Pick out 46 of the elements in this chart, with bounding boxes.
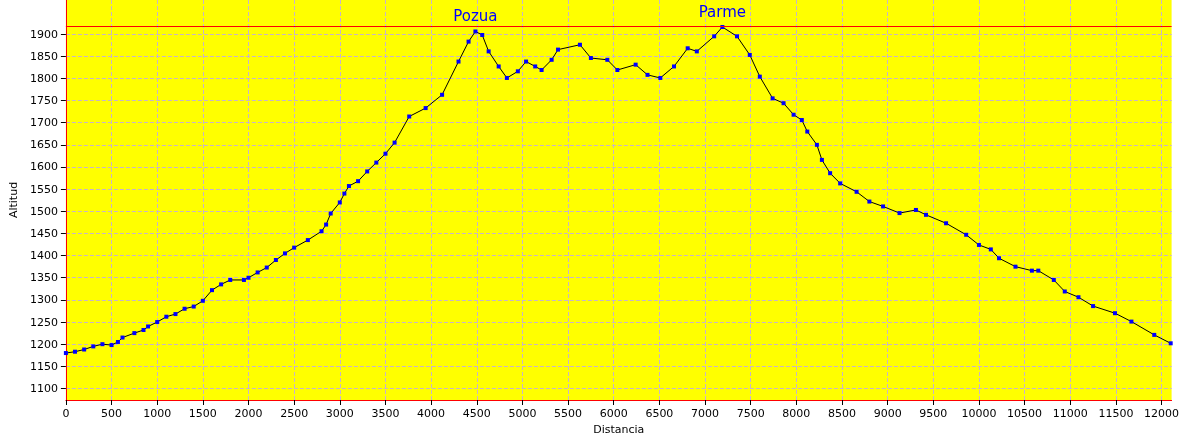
x-tick-label: 11000 xyxy=(1052,407,1088,420)
y-tick-label: 1200 xyxy=(29,337,58,351)
x-tick-label: 10000 xyxy=(961,407,997,420)
x-tick-label: 4000 xyxy=(417,407,446,420)
y-tick-label: 1250 xyxy=(29,315,58,329)
x-tick-label: 10500 xyxy=(1007,407,1043,420)
y-tick-label: 1750 xyxy=(29,94,58,108)
x-axis-title: Distancia xyxy=(593,422,645,436)
y-tick-label: 1400 xyxy=(29,249,58,263)
y-tick-label: 1100 xyxy=(29,381,58,395)
y-tick-label: 1850 xyxy=(29,49,58,63)
x-tick-label: 8000 xyxy=(782,407,811,420)
x-tick-label: 2500 xyxy=(280,407,309,420)
x-tick-label: 7500 xyxy=(736,407,765,420)
x-tick-label: 12000 xyxy=(1144,407,1180,420)
x-tick-label: 11500 xyxy=(1098,407,1134,420)
x-tick-label: 6500 xyxy=(645,407,674,420)
x-tick-label: 2000 xyxy=(234,407,263,420)
y-tick-label: 1450 xyxy=(29,226,58,240)
annotation: Parme xyxy=(698,2,747,21)
x-tick-label: 9000 xyxy=(873,407,902,420)
y-tick-label: 1350 xyxy=(29,271,58,285)
y-tick-label: 1550 xyxy=(29,182,58,196)
y-tick-label: 1300 xyxy=(29,293,58,307)
y-tick-label: 1500 xyxy=(29,204,58,218)
x-tick-label: 8500 xyxy=(827,407,856,420)
x-tick-label: 6000 xyxy=(599,407,628,420)
y-axis-title: Altitud xyxy=(7,181,20,219)
x-tick-label: 5000 xyxy=(508,407,537,420)
x-tick-label: 9500 xyxy=(919,407,948,420)
x-tick-label: 4500 xyxy=(462,407,491,420)
x-tick-label: 3000 xyxy=(325,407,354,420)
y-tick-label: 1650 xyxy=(29,138,58,152)
y-tick-label: 1700 xyxy=(29,116,58,130)
x-tick-label: 500 xyxy=(101,407,123,420)
x-tick-label: 1000 xyxy=(143,407,172,420)
y-tick-label: 1800 xyxy=(29,71,58,85)
x-tick-label: 7000 xyxy=(691,407,720,420)
annotation: Pozua xyxy=(453,6,498,25)
x-tick-label: 0 xyxy=(62,407,70,420)
x-tick-label: 1500 xyxy=(188,407,217,420)
y-tick-label: 1150 xyxy=(29,359,58,373)
y-tick-label: 1900 xyxy=(29,27,58,41)
x-tick-label: 3500 xyxy=(371,407,400,420)
y-tick-label: 1600 xyxy=(29,160,58,174)
x-tick-label: 5500 xyxy=(554,407,583,420)
